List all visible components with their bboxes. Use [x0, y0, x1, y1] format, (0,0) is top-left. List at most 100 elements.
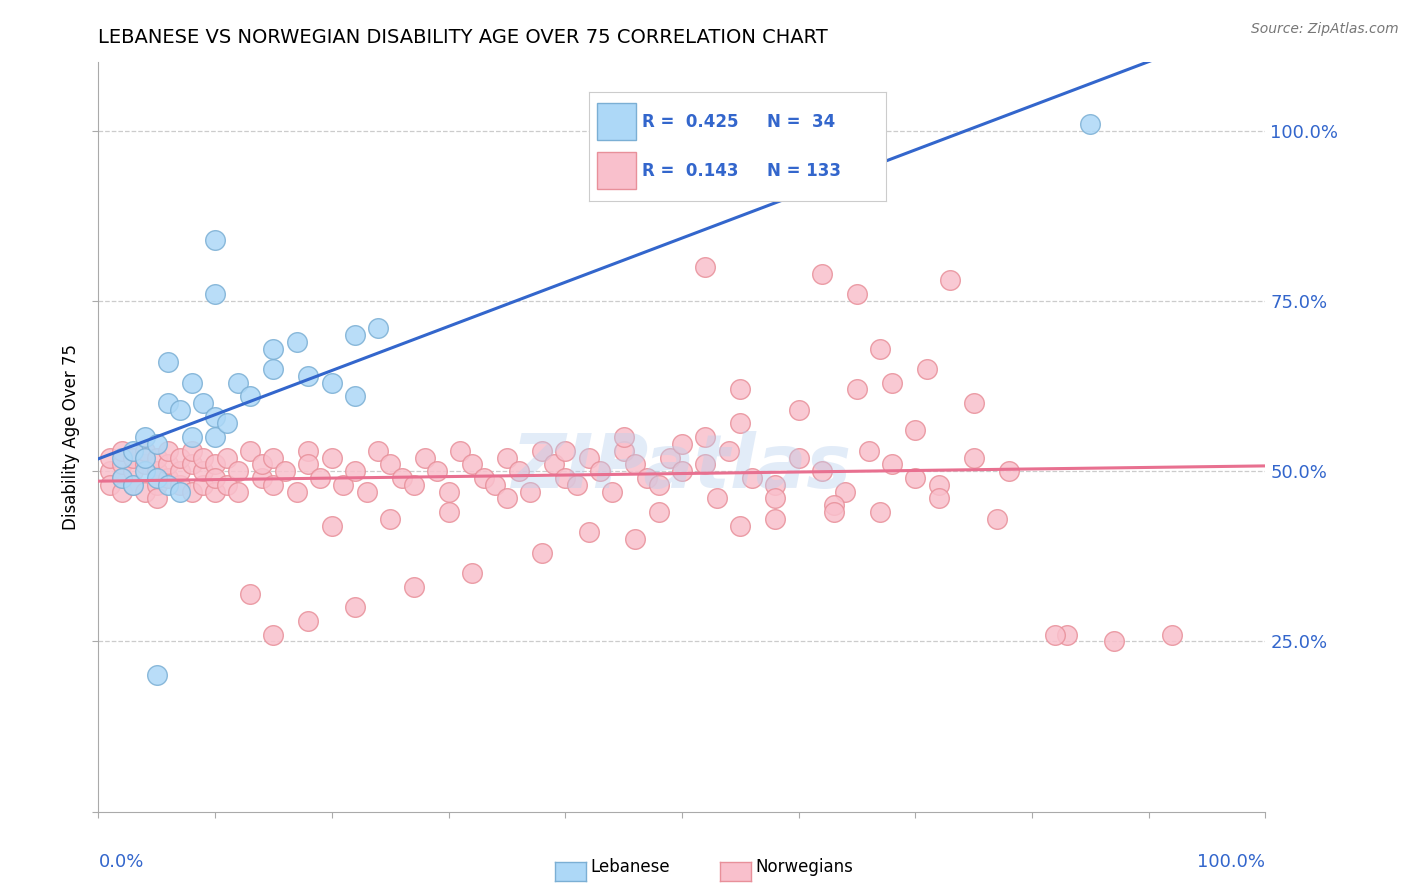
Point: [193, 450, 215, 465]
Point: [730, 383, 752, 397]
Point: [146, 450, 169, 465]
Point: [962, 450, 984, 465]
Point: [228, 484, 250, 499]
Point: [962, 396, 984, 410]
Point: [204, 233, 226, 247]
Point: [344, 464, 367, 478]
Point: [180, 443, 202, 458]
Point: [787, 450, 810, 465]
Point: [239, 443, 262, 458]
Point: [239, 389, 262, 403]
Point: [1045, 627, 1067, 641]
Point: [111, 458, 134, 472]
Point: [380, 512, 402, 526]
Point: [613, 443, 636, 458]
Point: [274, 464, 297, 478]
Point: [321, 450, 343, 465]
Point: [98, 450, 121, 465]
Point: [321, 518, 343, 533]
Point: [600, 484, 623, 499]
Point: [111, 450, 134, 465]
Point: [250, 458, 273, 472]
Point: [134, 430, 156, 444]
Point: [928, 491, 950, 506]
Point: [426, 464, 449, 478]
Point: [554, 443, 576, 458]
Point: [647, 505, 669, 519]
Point: [846, 287, 869, 301]
Point: [636, 471, 658, 485]
Point: [193, 477, 215, 491]
Point: [157, 477, 180, 491]
Point: [134, 484, 156, 499]
Point: [122, 450, 145, 465]
Point: [250, 471, 273, 485]
Point: [530, 546, 553, 560]
Point: [904, 423, 927, 437]
Point: [554, 471, 576, 485]
Point: [928, 477, 950, 491]
Point: [811, 464, 834, 478]
Point: [297, 458, 319, 472]
Point: [763, 491, 786, 506]
Point: [111, 484, 134, 499]
Point: [146, 477, 169, 491]
Point: [157, 396, 180, 410]
Point: [122, 477, 145, 491]
Point: [671, 464, 693, 478]
Point: [146, 668, 169, 682]
Point: [134, 464, 156, 478]
Point: [146, 471, 169, 485]
Point: [367, 443, 389, 458]
Point: [204, 484, 226, 499]
Point: [730, 417, 752, 431]
Point: [193, 464, 215, 478]
Point: [496, 491, 519, 506]
Point: [262, 362, 284, 376]
Point: [823, 498, 845, 512]
Point: [157, 443, 180, 458]
Point: [146, 464, 169, 478]
Point: [228, 464, 250, 478]
Point: [332, 477, 354, 491]
Point: [695, 458, 717, 472]
Point: [122, 477, 145, 491]
Point: [344, 389, 367, 403]
Point: [880, 376, 903, 390]
Point: [449, 443, 471, 458]
Point: [543, 458, 565, 472]
Point: [589, 464, 612, 478]
Point: [695, 260, 717, 274]
Text: 100.0%: 100.0%: [1198, 853, 1265, 871]
Point: [437, 484, 460, 499]
Point: [484, 477, 506, 491]
Point: [904, 471, 927, 485]
Point: [624, 458, 647, 472]
Point: [180, 458, 202, 472]
Point: [344, 327, 367, 342]
Point: [763, 512, 786, 526]
Point: [111, 471, 134, 485]
Point: [624, 533, 647, 547]
Point: [157, 355, 180, 369]
Point: [1056, 627, 1078, 641]
Point: [157, 471, 180, 485]
Point: [402, 580, 425, 594]
Point: [193, 396, 215, 410]
Point: [297, 443, 319, 458]
Point: [578, 450, 600, 465]
Point: [215, 417, 238, 431]
Point: [297, 368, 319, 383]
Point: [98, 477, 121, 491]
Point: [262, 450, 284, 465]
Point: [763, 477, 786, 491]
Point: [122, 464, 145, 478]
Point: [146, 491, 169, 506]
Point: [461, 566, 484, 581]
Point: [98, 464, 121, 478]
Point: [402, 477, 425, 491]
Point: [146, 437, 169, 451]
Point: [496, 450, 519, 465]
Point: [169, 484, 191, 499]
Point: [134, 450, 156, 465]
